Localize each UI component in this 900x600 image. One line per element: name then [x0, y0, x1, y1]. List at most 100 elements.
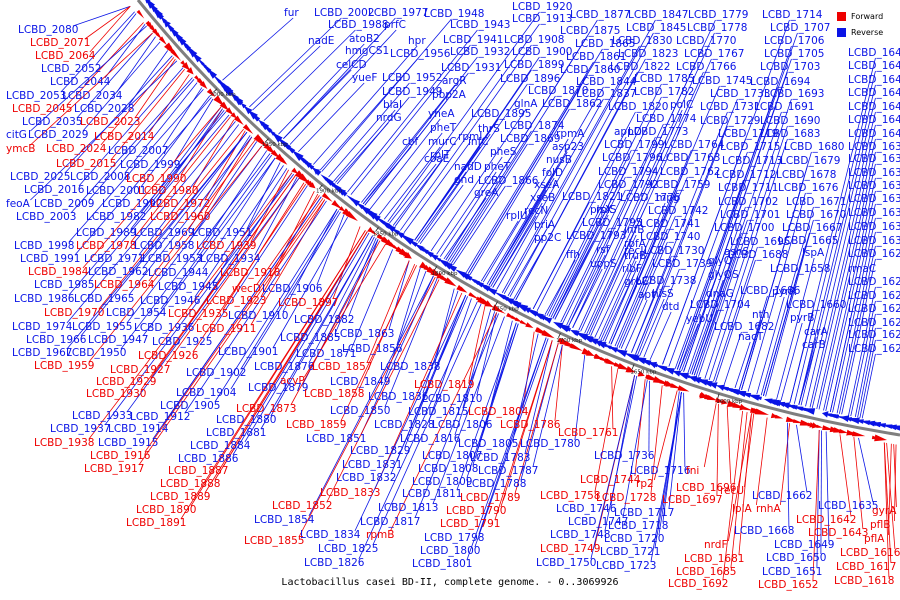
gene-label: LCBD_1837	[576, 88, 636, 100]
gene-label: yueF	[352, 72, 377, 84]
gene-label: nadE	[308, 35, 334, 47]
gene-label: LCBD_1627	[848, 276, 900, 288]
leader-line	[848, 286, 876, 416]
reverse-gene-arrow	[561, 325, 572, 332]
reverse-gene-arrow	[597, 341, 608, 348]
reverse-gene-arrow	[604, 344, 612, 350]
forward-gene-arrow	[338, 206, 346, 212]
reverse-gene-arrow	[662, 367, 675, 375]
forward-gene-arrow	[514, 317, 522, 323]
gene-label: LCBD_1716	[630, 465, 691, 477]
leader-line	[358, 301, 478, 560]
gene-label: LCBD_1632	[848, 207, 900, 219]
leader-line	[674, 179, 744, 369]
reverse-gene-arrow	[430, 254, 439, 261]
leader-line	[388, 260, 410, 331]
leader-line	[196, 150, 268, 256]
forward-gene-arrow	[186, 67, 194, 75]
gene-label: glyQS	[708, 269, 739, 281]
gene-label: LCBD_1918	[220, 267, 280, 279]
gene-label: LCBD_1856	[342, 343, 403, 355]
gene-label: LCBD_1629	[848, 248, 900, 260]
leader-line	[550, 214, 603, 318]
leader-line	[532, 201, 590, 310]
gene-label: LCBD_1800	[420, 545, 480, 557]
leader-line	[466, 323, 519, 479]
gene-label: LCBD_1637	[848, 167, 900, 179]
reverse-gene-arrow	[594, 340, 607, 349]
gene-label: hpr	[408, 35, 426, 47]
gene-label: LCBD_1711	[718, 182, 778, 194]
gene-label: polC	[670, 99, 693, 111]
gene-label: LCBD_2007	[108, 145, 168, 157]
leader-line	[350, 249, 394, 351]
gene-label: LCBD_1626	[848, 290, 900, 302]
leader-line	[501, 45, 640, 293]
gene-label: LCBD_1920	[512, 1, 572, 13]
gene-label: LCBD_1729	[700, 115, 760, 127]
scale-tick	[318, 184, 323, 189]
leader-line	[715, 259, 756, 383]
gene-label: LCBD_1616	[840, 547, 900, 559]
leader-line	[214, 208, 338, 403]
leader-line	[507, 229, 547, 297]
gene-label: LCBD_1625	[848, 303, 900, 315]
leader-line	[204, 231, 368, 494]
gene-label: LCBD_1914	[108, 423, 169, 435]
gene-label: carB	[802, 339, 826, 351]
gene-label: rnhA	[756, 503, 781, 515]
gene-label: LCBD_1793	[566, 230, 626, 242]
leader-line	[747, 192, 806, 392]
legend-reverse: Reverse	[837, 24, 883, 40]
leader-line	[66, 132, 248, 350]
leader-line	[76, 32, 153, 119]
reverse-gene-arrow	[473, 279, 485, 288]
forward-gene-arrow	[219, 101, 229, 111]
leader-line	[536, 136, 627, 312]
gene-label: LCBD_1932	[450, 46, 510, 58]
gene-label: infB	[624, 224, 644, 236]
reverse-gene-arrow	[616, 349, 628, 357]
gene-label: LCBD_1876	[254, 361, 315, 373]
leader-line	[332, 226, 361, 300]
legend-reverse-label: Reverse	[851, 27, 884, 37]
leader-line	[578, 32, 715, 331]
gene-label: LCBD_1750	[536, 557, 596, 569]
gene-label: LCBD_1690	[760, 115, 820, 127]
leader-line	[70, 77, 193, 214]
scale-tick	[433, 266, 438, 271]
gene-label: ymcB	[6, 143, 35, 155]
leader-line	[249, 17, 342, 108]
leader-line	[572, 268, 603, 328]
gene-label: LCBD_1693	[764, 88, 824, 100]
leader-line	[522, 331, 535, 409]
gene-label: LCBD_1644	[848, 101, 900, 113]
reverse-gene-arrow	[720, 386, 734, 393]
gene-label: LCBD_1692	[668, 578, 728, 590]
leader-line	[308, 275, 434, 517]
gene-label: LCBD_1679	[780, 155, 840, 167]
reverse-gene-arrow	[654, 364, 668, 372]
gene-label: carA	[804, 326, 829, 338]
gene-label: LCBD_1774	[636, 113, 697, 125]
gene-label: LCBD_1965	[74, 293, 134, 305]
gene-label: LCBD_1763	[660, 152, 720, 164]
gene-label: pflA	[864, 533, 885, 545]
leader-line	[691, 298, 719, 375]
gene-label: LCBD_1773	[628, 126, 688, 138]
leader-line	[230, 211, 341, 390]
leader-line	[622, 379, 648, 519]
gene-label: LCBD_1694	[750, 76, 811, 88]
gene-label: LCBD_1884	[190, 440, 251, 452]
forward-gene-arrow	[155, 32, 162, 40]
leader-line	[554, 344, 563, 422]
gene-label: LCBD_1733	[710, 88, 770, 100]
gene-label: LCBD_1700	[714, 222, 774, 234]
gene-label: LCBD_1911	[196, 323, 256, 335]
leader-line	[486, 164, 559, 285]
gene-label: LCBD_1762	[660, 166, 720, 178]
forward-gene-arrow	[170, 49, 182, 62]
gene-label: LCBD_1906	[262, 283, 323, 295]
gene-label: LCBD_1958	[134, 240, 194, 252]
leader-line	[650, 391, 682, 563]
